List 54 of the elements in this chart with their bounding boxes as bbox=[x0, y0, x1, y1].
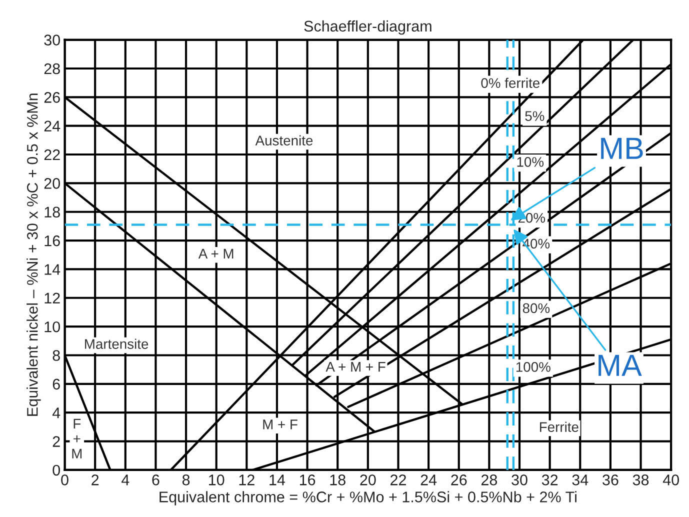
x-tick-label: 38 bbox=[632, 474, 649, 486]
y-tick-label: 18 bbox=[44, 206, 60, 218]
x-tick-label: 20 bbox=[360, 474, 376, 486]
annotation: M + F bbox=[263, 420, 298, 430]
x-tick-label: 32 bbox=[542, 474, 558, 486]
annotation: Austenite bbox=[255, 135, 313, 146]
annotation: MA bbox=[598, 354, 642, 376]
annotation: Martensite bbox=[85, 338, 148, 349]
annotation: 100% bbox=[516, 362, 550, 372]
y-tick-label: 20 bbox=[44, 178, 60, 189]
annotation: 0% ferrite bbox=[481, 78, 540, 88]
x-tick-label: 34 bbox=[572, 474, 588, 486]
y-tick-label: 26 bbox=[44, 92, 60, 103]
y-tick-label: 14 bbox=[44, 264, 60, 275]
x-tick-label: 16 bbox=[300, 474, 316, 486]
x-tick-label: 12 bbox=[239, 474, 254, 486]
y-tick-label: 30 bbox=[44, 34, 60, 46]
chart-title: Schaeffler-diagram bbox=[304, 20, 432, 35]
x-tick-label: 14 bbox=[270, 474, 286, 486]
y-tick-label: 0 bbox=[52, 464, 60, 476]
x-tick-label: 28 bbox=[481, 474, 498, 486]
y-tick-label: 8 bbox=[52, 350, 60, 361]
annotation: A + M + F bbox=[326, 362, 386, 372]
annotation: Ferrite bbox=[540, 422, 578, 432]
x-tick-label: 36 bbox=[602, 474, 618, 486]
x-tick-label: 10 bbox=[209, 474, 224, 486]
x-tick-label: 24 bbox=[420, 474, 437, 486]
x-tick-label: 40 bbox=[662, 474, 679, 486]
x-tick-label: 18 bbox=[330, 474, 346, 486]
annotation: 10% bbox=[517, 157, 544, 167]
y-tick-label: 4 bbox=[52, 408, 60, 418]
x-tick-label: 4 bbox=[122, 474, 130, 486]
y-tick-label: 6 bbox=[52, 378, 60, 390]
x-tick-label: 8 bbox=[182, 474, 190, 486]
y-axis-title: Equivalent nickel – %Ni + 30 x %C + 0.5 x %Mn bbox=[26, 94, 41, 416]
x-axis-title: Equivalent chrome = %Cr + %Mo + 1.5%Si + 0.5%Nb + 2% Ti bbox=[160, 491, 576, 506]
x-tick-label: 2 bbox=[92, 474, 99, 486]
y-tick-label: 16 bbox=[44, 235, 60, 246]
y-tick-label: 2 bbox=[52, 436, 60, 447]
annotation: 80% bbox=[522, 303, 550, 314]
x-tick-label: 0 bbox=[61, 474, 68, 486]
annotation: MB bbox=[601, 138, 643, 159]
y-tick-label: 28 bbox=[44, 63, 60, 74]
x-tick-label: 26 bbox=[451, 474, 467, 486]
y-tick-label: 22 bbox=[44, 149, 60, 160]
annotation: F + M bbox=[72, 418, 82, 458]
x-tick-label: 22 bbox=[390, 474, 406, 486]
x-tick-label: 6 bbox=[152, 474, 160, 486]
y-tick-label: 10 bbox=[44, 321, 60, 332]
y-tick-label: 24 bbox=[44, 120, 60, 132]
annotation: A + M bbox=[198, 248, 234, 258]
x-tick-label: 30 bbox=[512, 474, 528, 486]
y-tick-label: 12 bbox=[44, 292, 60, 304]
annotation: 5% bbox=[525, 111, 544, 121]
